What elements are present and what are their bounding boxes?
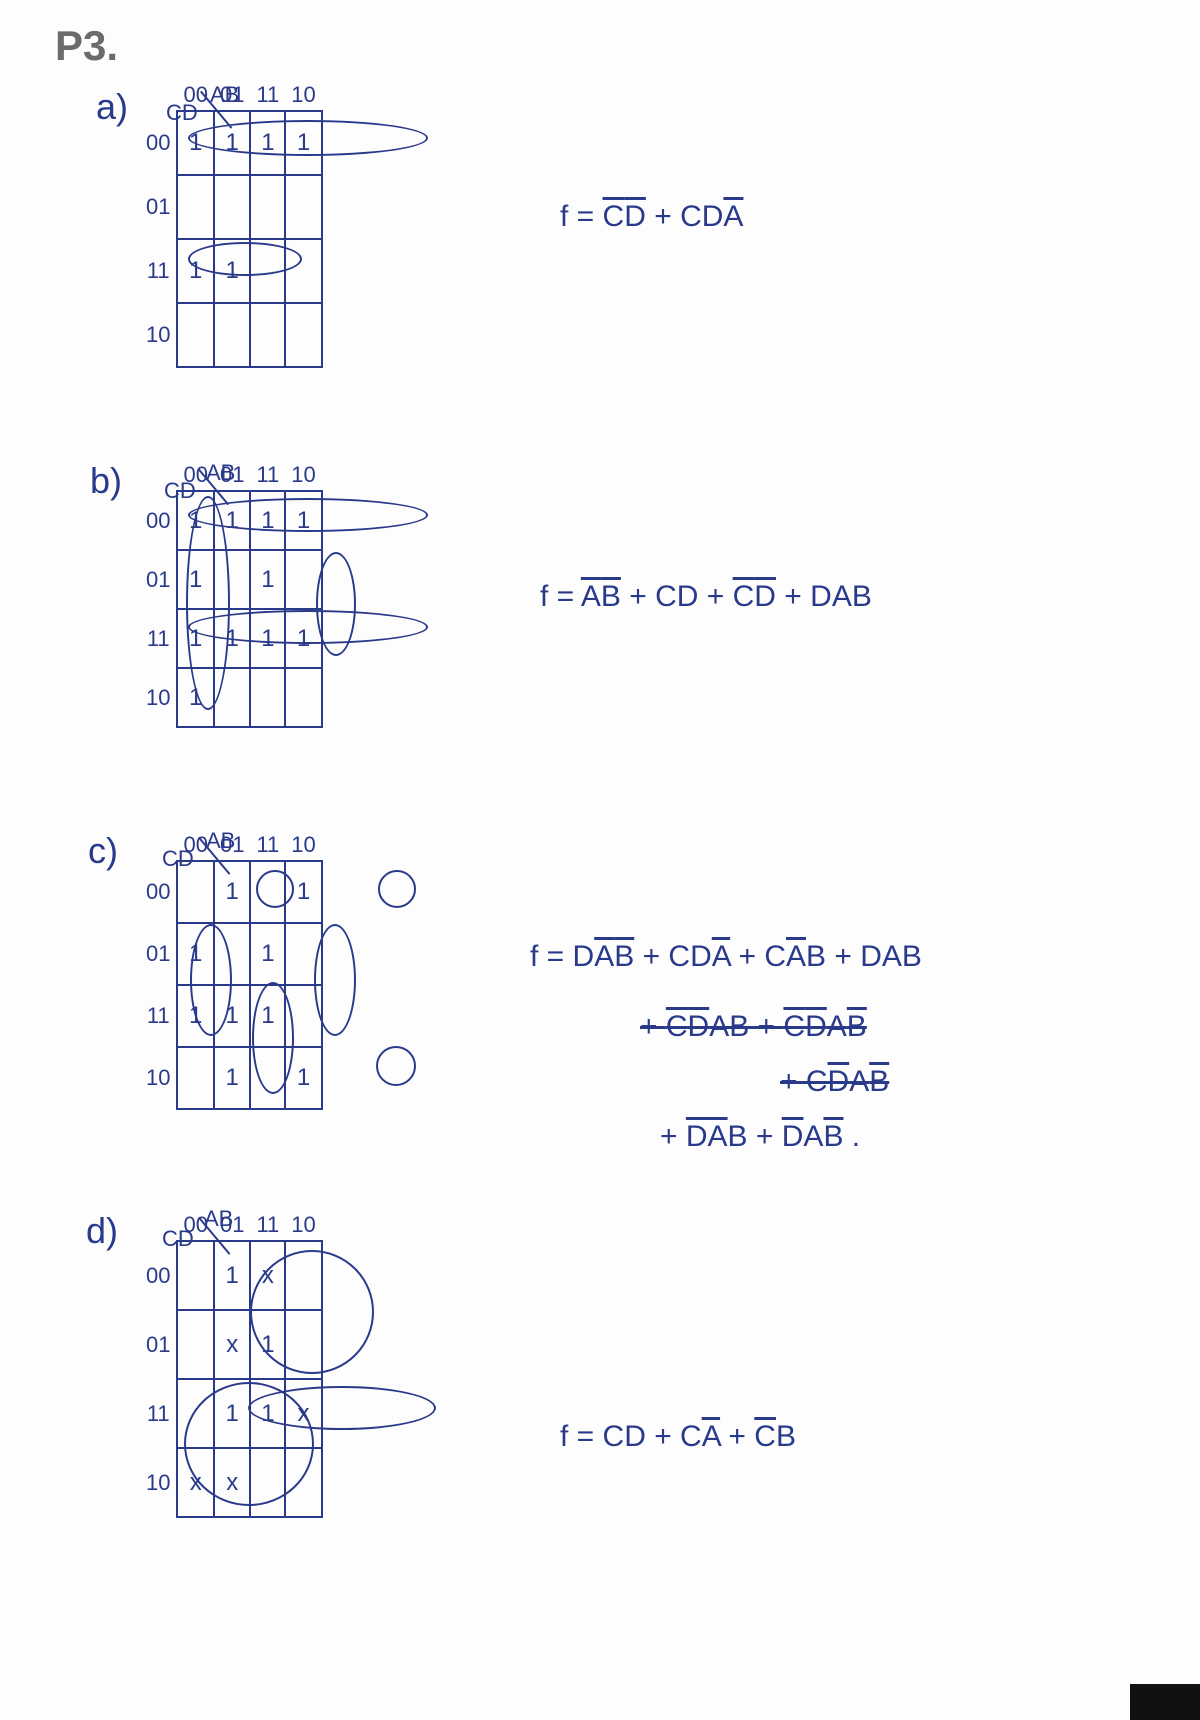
equation-a: f = CD + CDA [560, 200, 743, 234]
kmap-d-col: 11 [250, 1210, 285, 1241]
kmap-c-row: 11 [140, 985, 177, 1047]
kmap-a-cell [285, 175, 321, 239]
kmap-c-row: 00 [140, 861, 177, 923]
part-b-label: b) [90, 460, 122, 502]
kmap-c-cell: 1 [250, 923, 285, 985]
kmap-b-cell [285, 668, 321, 727]
kmap-c-group [376, 1046, 416, 1086]
equation-c-line-3-strike: + CDAB [780, 1065, 889, 1099]
kmap-b-row: 11 [140, 609, 177, 668]
kmap-c-group [252, 982, 294, 1094]
part-a-label: a) [96, 86, 128, 128]
equation-d: f = CD + CA + CB [560, 1420, 796, 1454]
kmap-c-col: 10 [285, 830, 321, 861]
kmap-b-row: 01 [140, 550, 177, 609]
kmap-b-col: 01 [214, 460, 250, 491]
kmap-c-col: 00 [177, 830, 213, 861]
kmap-d-group [184, 1382, 314, 1506]
kmap-b-cell: 1 [250, 550, 285, 609]
kmap-a-row-10: 10 [140, 303, 177, 367]
kmap-b-col: 00 [177, 460, 213, 491]
kmap-c-group [314, 924, 356, 1036]
kmap-d-row: 11 [140, 1379, 177, 1448]
kmap-c-cell [177, 1047, 213, 1109]
kmap-a-col-11: 11 [250, 80, 285, 111]
kmap-b-group [316, 552, 356, 656]
kmap-a-cell [214, 303, 250, 367]
kmap-d-row: 01 [140, 1310, 177, 1379]
equation-c-line-1: f = DAB + CDA + CAB + DAB [530, 940, 922, 974]
kmap-a-cell [250, 303, 285, 367]
kmap-d-cell: 1 [214, 1241, 250, 1310]
kmap-c-row: 10 [140, 1047, 177, 1109]
scan-artifact [1130, 1684, 1200, 1720]
part-d-label: d) [86, 1210, 118, 1252]
kmap-a-col-10: 10 [285, 80, 321, 111]
kmap-a-col-01: 01 [214, 80, 250, 111]
kmap-a-row-11: 11 [140, 239, 177, 303]
kmap-d-row: 10 [140, 1448, 177, 1517]
kmap-a-group [188, 120, 428, 156]
kmap-a-row-01: 01 [140, 175, 177, 239]
kmap-a-cell [214, 175, 250, 239]
kmap-a-row-00: 00 [140, 111, 177, 175]
kmap-c-cell: 1 [214, 1047, 250, 1109]
equation-b: f = AB + CD + CD + DAB [540, 580, 872, 614]
kmap-c-cell [177, 861, 213, 923]
kmap-d-col: 00 [177, 1210, 213, 1241]
kmap-a-cell [177, 175, 213, 239]
kmap-c-group [256, 870, 294, 908]
kmap-c-group [190, 924, 232, 1036]
kmap-b-group [188, 498, 428, 532]
equation-c-line-2-strike: + CDAB + CDAB [640, 1010, 867, 1044]
equation-c-line-4: + DAB + DAB . [660, 1120, 860, 1154]
kmap-d-group [250, 1250, 374, 1374]
kmap-b-cell [250, 668, 285, 727]
kmap-d-row: 00 [140, 1241, 177, 1310]
part-c-label: c) [88, 830, 118, 872]
kmap-a-cell [285, 303, 321, 367]
kmap-c-row: 01 [140, 923, 177, 985]
kmap-b-col: 11 [250, 460, 285, 491]
kmap-a-col-00: 00 [177, 80, 213, 111]
kmap-b-group [186, 496, 230, 710]
kmap-c-col: 01 [214, 830, 250, 861]
kmap-d-cell: x [214, 1310, 250, 1379]
kmap-c-group [378, 870, 416, 908]
kmap-b-row: 10 [140, 668, 177, 727]
page-label: P3. [55, 22, 118, 70]
kmap-d-cell [177, 1310, 213, 1379]
kmap-c-cell: 1 [214, 861, 250, 923]
kmap-a-group [188, 242, 302, 276]
kmap-c-col: 11 [250, 830, 285, 861]
kmap-d-col: 01 [214, 1210, 250, 1241]
kmap-b-col: 10 [285, 460, 321, 491]
kmap-a-cell [177, 303, 213, 367]
kmap-d-cell [177, 1241, 213, 1310]
kmap-b-row: 00 [140, 491, 177, 550]
kmap-d-col: 10 [285, 1210, 321, 1241]
kmap-a-cell [250, 175, 285, 239]
